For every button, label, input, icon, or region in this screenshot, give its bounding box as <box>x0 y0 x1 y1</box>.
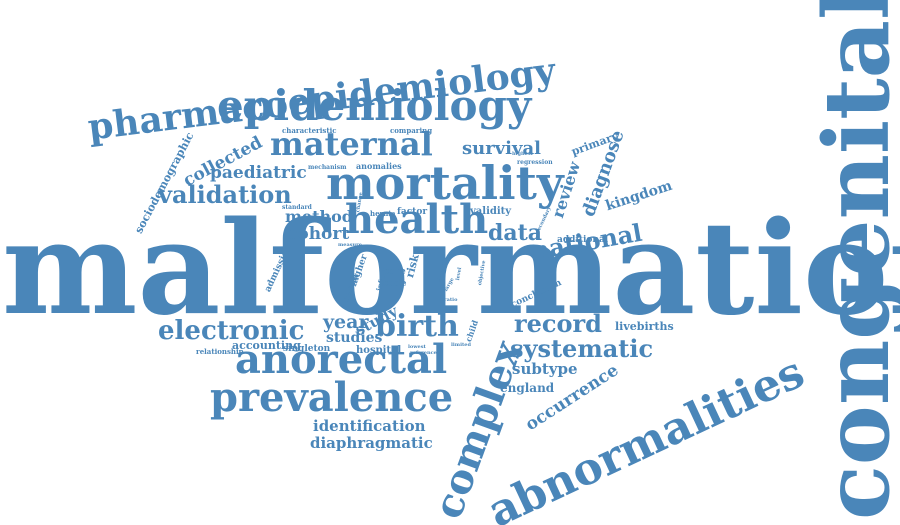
word-anomalies: anomalies <box>356 161 402 171</box>
word-limited: limited <box>451 342 471 348</box>
word-epidemiology: epidemiology <box>217 81 532 130</box>
word-subtype: subtype <box>512 360 578 378</box>
word-validity: validity <box>470 206 512 217</box>
word-year: year <box>323 311 369 333</box>
word-england: england <box>500 381 555 395</box>
word-congenital: congenital <box>804 0 900 520</box>
word-relationship: relationship <box>196 347 244 356</box>
word-birth: birth <box>375 309 459 344</box>
word-paediatric: paediatric <box>210 163 307 183</box>
word-lowest: lowest <box>408 344 426 350</box>
word-method: method <box>285 207 353 226</box>
word-health: health <box>345 196 489 243</box>
word-highest: highest <box>512 151 533 157</box>
word-diaphragmatic: diaphragmatic <box>310 434 433 452</box>
word-singleton: singleton <box>283 344 331 354</box>
word-care: care <box>384 267 406 277</box>
word-malformation: malformation <box>2 194 900 344</box>
word-studies: studies <box>326 330 383 346</box>
word-livebirths: livebirths <box>615 320 674 333</box>
word-mechanism: mechanism <box>308 164 347 171</box>
word-identification: identification <box>313 417 426 435</box>
word-hospital: hospital <box>356 345 402 356</box>
word-code: code <box>383 279 407 289</box>
word-factor: factor <box>397 207 428 217</box>
word-data: data <box>488 220 543 246</box>
word-hernia: hernia <box>370 209 396 218</box>
word-record: record <box>514 309 602 338</box>
word-maternal: maternal <box>270 125 433 163</box>
word-cohort: cohort <box>287 224 350 244</box>
word-measure: measure <box>338 242 362 248</box>
word-characteristic: characteristic <box>282 126 337 135</box>
word-mortality: mortality <box>326 156 564 210</box>
word-validation: validation <box>158 180 292 209</box>
word-accounting: accounting <box>232 339 301 352</box>
word-survival: survival <box>462 138 541 159</box>
word-reference: reference <box>410 350 437 356</box>
word-regression: regression <box>517 159 553 166</box>
word-ratio: ratio <box>444 297 458 303</box>
word-prevalence: prevalence <box>210 374 454 421</box>
word-electronic: electronic <box>158 316 305 346</box>
word-additional: additional <box>557 235 609 245</box>
word-systematic: systematic <box>510 334 654 363</box>
word-comparing: comparing <box>390 126 433 135</box>
word-anorectal: anorectal <box>235 336 448 383</box>
word-standard: standard <box>282 204 312 211</box>
